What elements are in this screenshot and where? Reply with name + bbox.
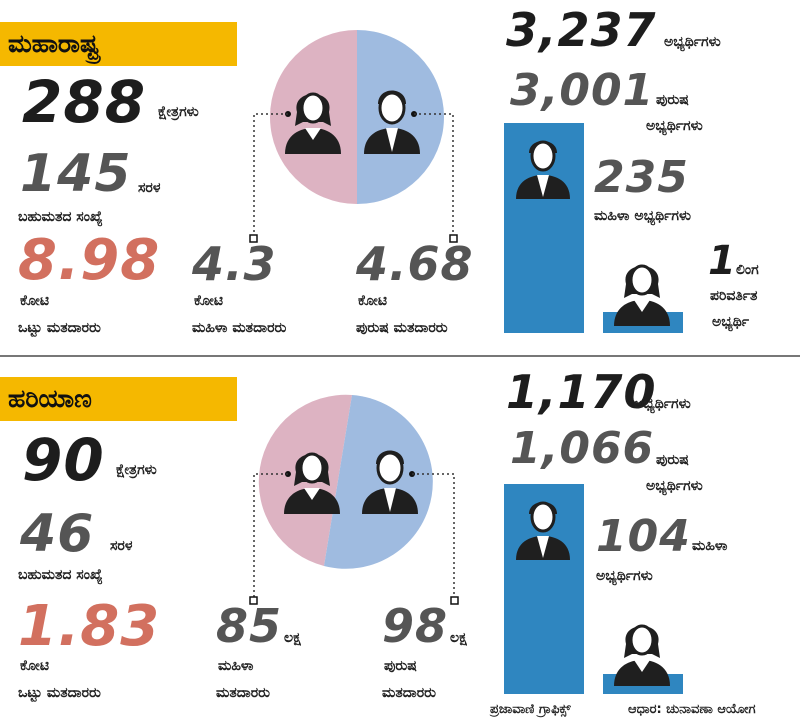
female-icon [284, 452, 340, 514]
female-candidates-label: ಮಹಿಳಾ ಅಭ್ಯರ್ಥಿಗಳು [594, 208, 691, 224]
female-candidates-value: 104 [596, 511, 691, 562]
male-voters-line1: ಪುರುಷ [384, 658, 417, 674]
female-voters-unit: ಲಕ್ಷ [284, 630, 301, 646]
graphics-credit: ಪ್ರಜಾವಾಣಿ ಗ್ರಾಫಿಕ್ಸ್ [490, 702, 571, 717]
female-voters-value: 85 [216, 599, 283, 653]
male-candidates-value: 1,066 [510, 423, 655, 474]
female-candidates-value: 235 [594, 152, 689, 203]
total-voters-line1: ಕೋಟಿ [20, 658, 49, 674]
male-slice [324, 395, 433, 569]
male-candidate-icon [516, 140, 570, 199]
total-voters-value: 8.98 [18, 228, 161, 293]
section-divider [0, 355, 800, 357]
female-candidate-icon [614, 624, 670, 686]
male-voters-line2: ಪುರುಷ ಮತದಾರರು [356, 320, 448, 336]
constituencies-unit: ಕ್ಷೇತ್ರಗಳು [158, 104, 199, 120]
haryana-section: ಹರಿಯಾಣ 90 ಕ್ಷೇತ್ರಗಳು 46 ಸರಳ ಬಹುಮತದ ಸಂಖ್ಯ… [0, 360, 800, 728]
male-candidates-line2: ಅಭ್ಯರ್ಥಿಗಳು [646, 478, 703, 494]
female-voters-line2: ಮಹಿಳಾ ಮತದಾರರು [192, 320, 287, 336]
total-candidates-value: 3,237 [506, 3, 657, 57]
majority-unit: ಸರಳ [138, 180, 161, 196]
female-candidates-unit: ಮಹಿಳಾ [692, 538, 728, 554]
constituencies-value: 288 [22, 68, 147, 136]
male-candidates-line2: ಅಭ್ಯರ್ಥಿಗಳು [646, 118, 703, 134]
total-voters-line2: ಒಟ್ಟು ಮತದಾರರು [18, 320, 101, 336]
total-candidates-unit: ಅಭ್ಯರ್ಥಿಗಳು [634, 396, 691, 412]
male-icon [362, 450, 418, 514]
total-voters-line1: ಕೋಟಿ [20, 293, 49, 309]
total-candidates-unit: ಅಭ್ಯರ್ಥಿಗಳು [664, 34, 721, 50]
constituencies-unit: ಕ್ಷೇತ್ರಗಳು [116, 462, 157, 478]
majority-unit: ಸರಳ [110, 538, 133, 554]
male-voters-value: 98 [382, 599, 449, 653]
majority-value: 46 [20, 504, 95, 564]
female-voters-line2: ಮತದಾರರು [216, 685, 270, 701]
total-voters-value: 1.83 [18, 594, 161, 659]
male-voters-unit: ಲಕ್ಷ [450, 630, 467, 646]
pie-leader-lines [249, 111, 458, 243]
majority-value: 145 [20, 144, 132, 204]
female-icon [285, 92, 341, 154]
female-voters-line1: ಮಹಿಳಾ [218, 658, 254, 674]
constituencies-value: 90 [22, 426, 105, 494]
male-icon [364, 90, 420, 154]
female-candidates-label: ಅಭ್ಯರ್ಥಿಗಳು [596, 568, 653, 584]
female-voters-line1: ಕೋಟಿ [194, 293, 223, 309]
female-voters-value: 4.3 [192, 237, 277, 291]
transgender-line3: ಅಭ್ಯರ್ಥಿ [712, 314, 750, 330]
data-source: ಆಧಾರ: ಚುನಾವಣಾ ಆಯೋಗ [628, 702, 756, 717]
state-title: ಹರಿಯಾಣ [0, 377, 237, 421]
majority-label: ಬಹುಮತದ ಸಂಖ್ಯೆ [18, 209, 103, 225]
male-candidates-line1: ಪುರುಷ [656, 92, 689, 108]
majority-label: ಬಹುಮತದ ಸಂಖ್ಯೆ [18, 567, 103, 583]
pie-leader-lines [249, 471, 459, 605]
maharashtra-section: ಮಹಾರಾಷ್ಟ್ರ 288 ಕ್ಷೇತ್ರಗಳು 145 ಸರಳ ಬಹುಮತದ… [0, 0, 800, 356]
total-voters-line2: ಒಟ್ಟು ಮತದಾರರು [18, 685, 101, 701]
male-candidate-icon [516, 501, 570, 560]
transgender-value: 1 [708, 238, 737, 284]
male-voters-line2: ಮತದಾರರು [382, 685, 436, 701]
male-candidates-value: 3,001 [510, 65, 655, 116]
male-candidates-line1: ಪುರುಷ [656, 452, 689, 468]
transgender-line2: ಪರಿವರ್ತಿತ [710, 288, 758, 304]
female-candidate-icon [614, 264, 670, 326]
transgender-line1: ಲಿಂಗ [736, 262, 759, 278]
total-candidates-value: 1,170 [506, 365, 657, 419]
state-title: ಮಹಾರಾಷ್ಟ್ರ [0, 22, 237, 66]
male-voters-line1: ಕೋಟಿ [358, 293, 387, 309]
male-voters-value: 4.68 [356, 237, 474, 291]
